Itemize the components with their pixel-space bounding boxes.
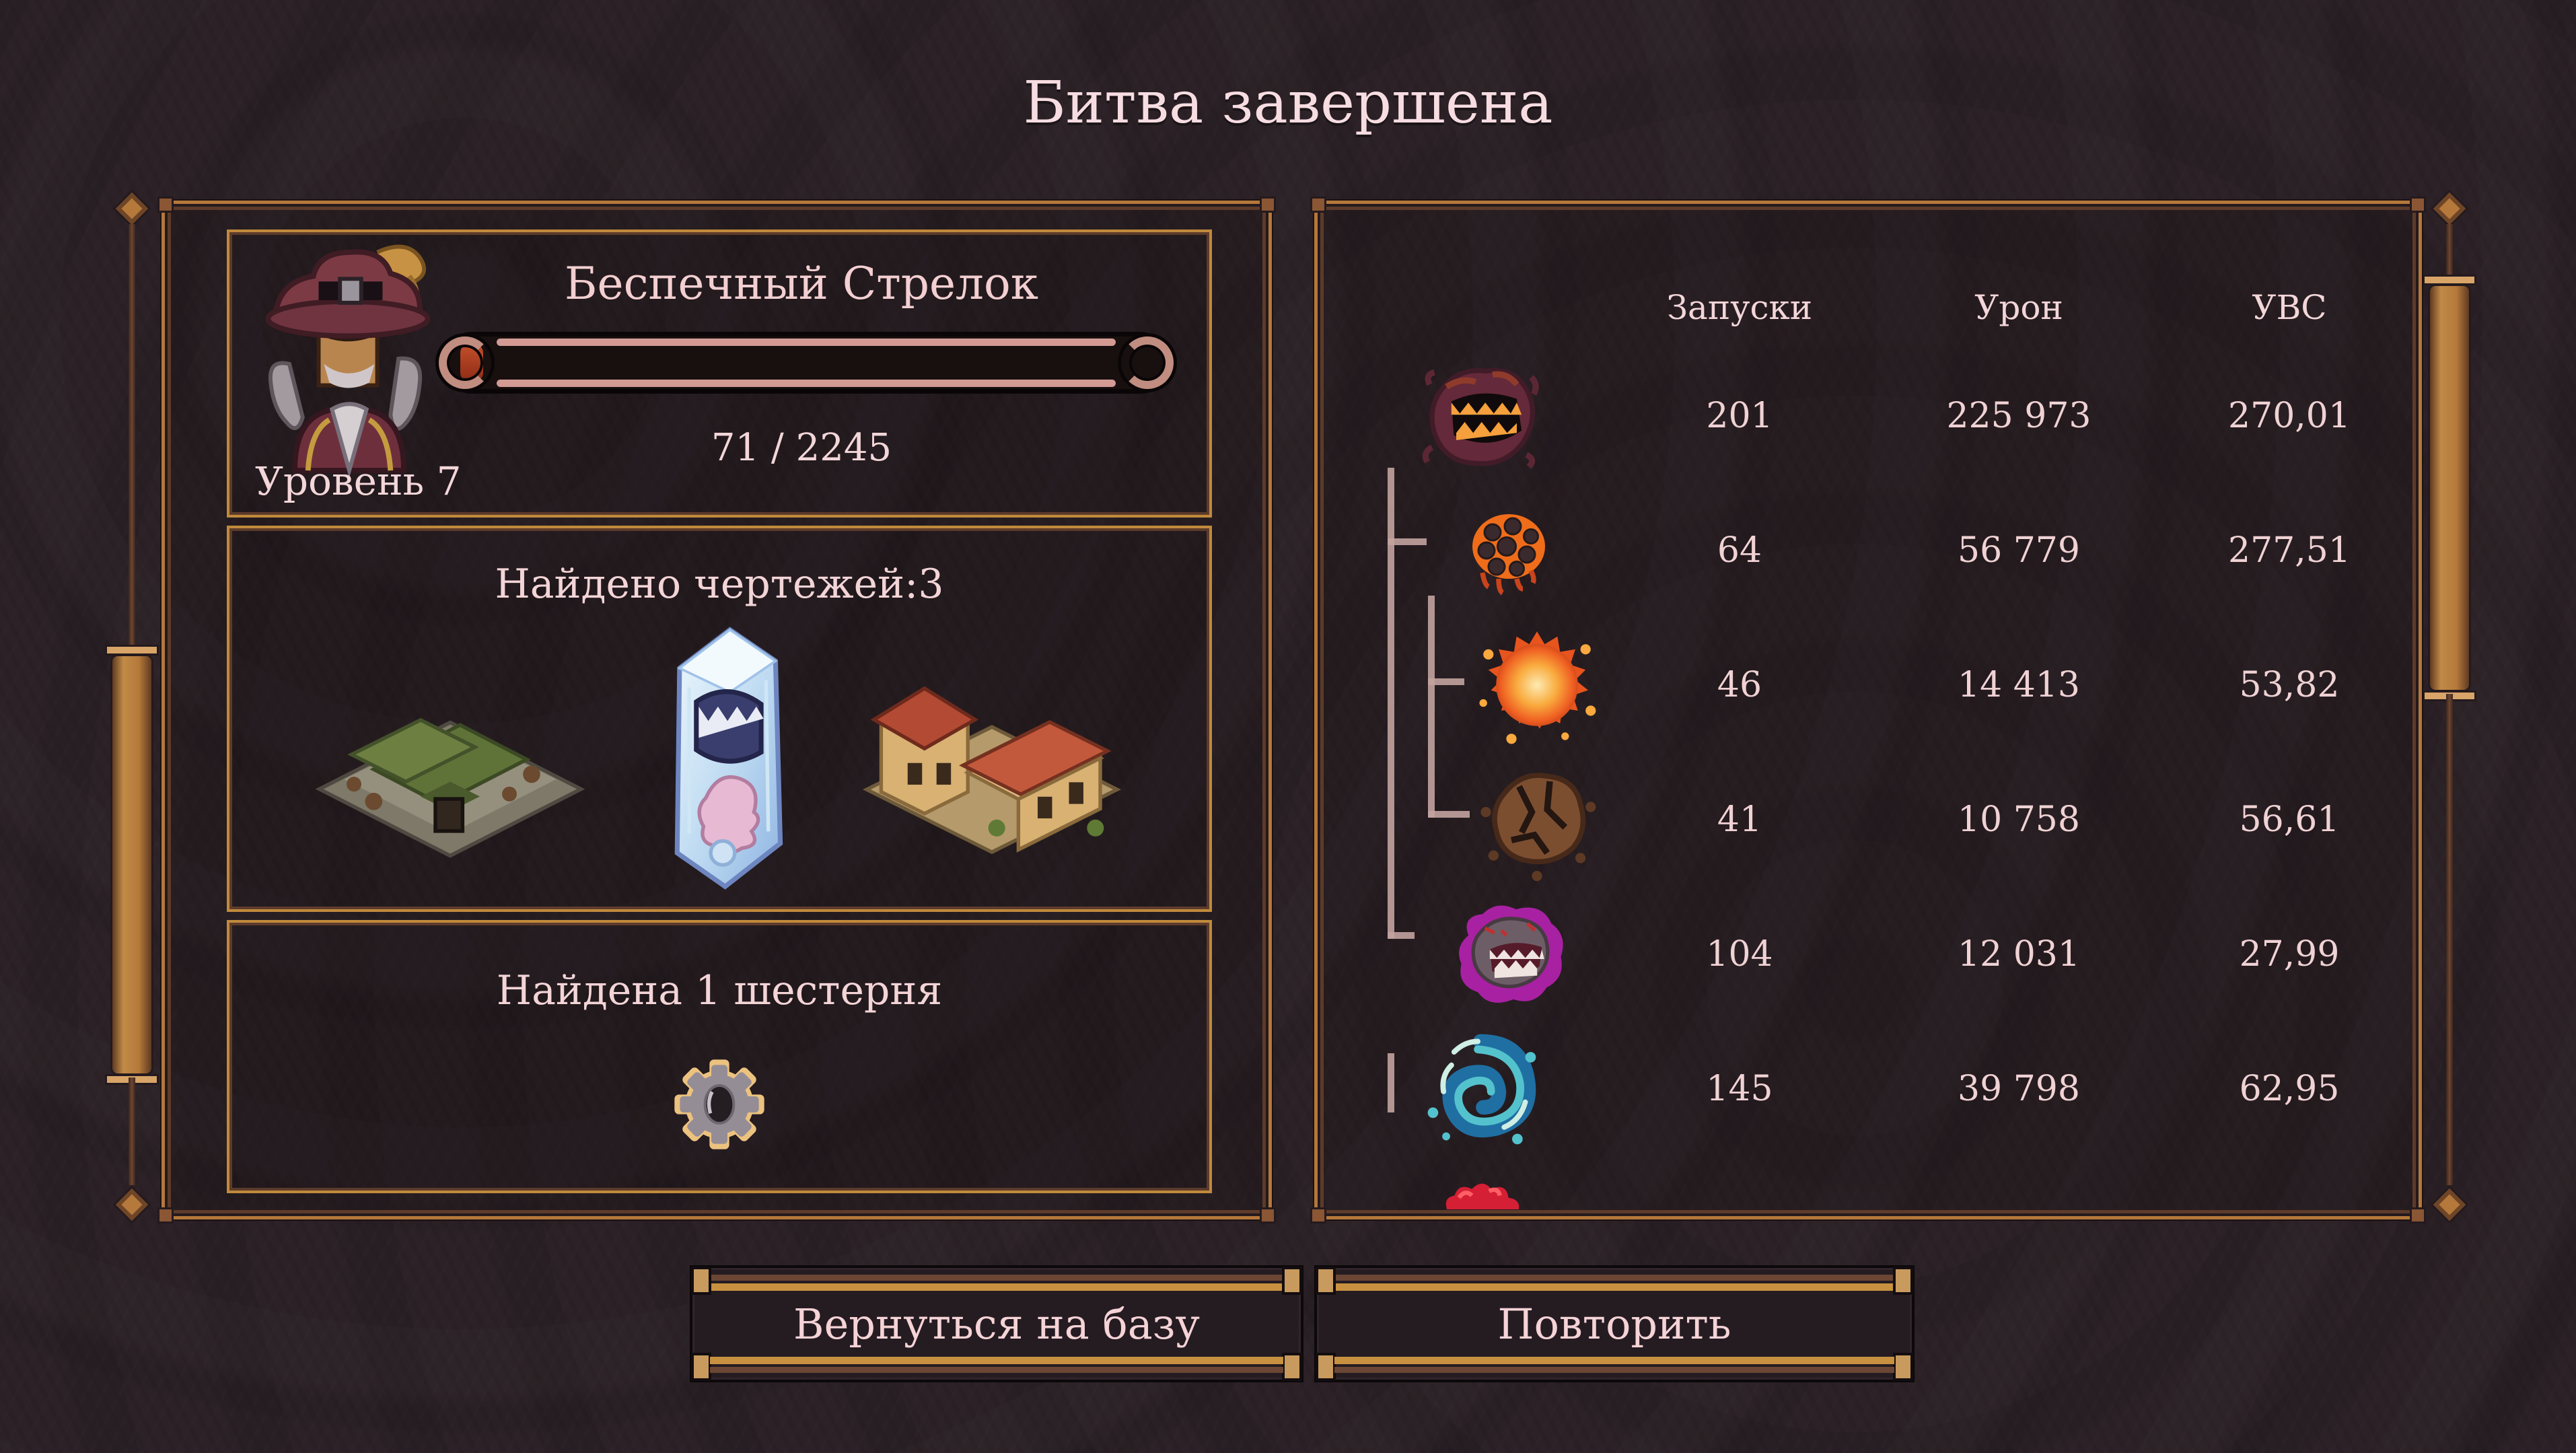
xp-bar-endcap-icon xyxy=(439,336,491,389)
cell-launches: 104 xyxy=(1706,934,1773,974)
gear-icon xyxy=(666,1051,773,1158)
cell-uvs: 62,95 xyxy=(2239,1069,2340,1109)
stats-rows: 201 225 973 270,01 64 56 779 277,51 46 1… xyxy=(1318,204,2419,1209)
cell-launches: 64 xyxy=(1717,530,1762,571)
gear-section: Найдена 1 шестерня xyxy=(227,920,1212,1193)
left-ornament xyxy=(100,192,164,1221)
ornament-rod xyxy=(2425,277,2474,699)
cell-damage: 39 798 xyxy=(1958,1069,2080,1109)
blueprints-section: Найдено чертежей:3 xyxy=(227,526,1212,912)
blueprint-green-roof-cross-building xyxy=(302,651,598,863)
table-row xyxy=(1318,1156,2419,1209)
cell-launches: 145 xyxy=(1706,1069,1773,1109)
button-corner-ornament xyxy=(694,1269,709,1292)
xp-bar-stripe xyxy=(497,339,1116,346)
right-ornament xyxy=(2417,192,2482,1221)
column-header-damage: Урон xyxy=(1974,288,2063,327)
hierarchy-line xyxy=(1388,468,1394,939)
player-summary-panel: Беспечный Стрелок 71 / 2245 Уровень 7 На… xyxy=(159,199,1274,1221)
table-row: 46 14 413 53,82 xyxy=(1318,618,2419,752)
ornament-finial-icon xyxy=(115,1188,149,1221)
table-row: 145 39 798 62,95 xyxy=(1318,1022,2419,1156)
xp-bar-stripe xyxy=(497,380,1116,387)
page-title: Битва завершена xyxy=(1023,69,1553,137)
battle-stats-panel: Запуски Урон УВС 201 225 973 270,01 6 xyxy=(1312,199,2424,1221)
player-portrait xyxy=(248,236,450,478)
level-label: Уровень 7 xyxy=(255,458,462,504)
button-corner-ornament xyxy=(1285,1269,1299,1292)
hierarchy-line xyxy=(1428,811,1470,818)
hierarchy-line xyxy=(1428,678,1464,685)
cell-damage: 56 779 xyxy=(1958,530,2080,571)
xp-value: 71 / 2245 xyxy=(711,426,892,470)
ornament-finial-icon xyxy=(115,192,149,225)
cell-damage: 14 413 xyxy=(1958,665,2080,705)
player-name: Беспечный Стрелок xyxy=(565,258,1038,310)
return-to-base-label: Вернуться на базу xyxy=(793,1299,1200,1349)
corner-ornament xyxy=(159,199,172,211)
column-header-launches: Запуски xyxy=(1666,288,1813,327)
ornament-finial-icon xyxy=(2433,192,2466,225)
cell-uvs: 270,01 xyxy=(2228,396,2351,436)
ornament-rod xyxy=(107,647,157,1083)
column-header-uvs: УВС xyxy=(2252,288,2327,327)
enemy-icon-lava-golem xyxy=(1458,500,1559,601)
corner-ornament xyxy=(2412,1209,2424,1221)
hierarchy-line xyxy=(1388,932,1415,939)
button-corner-ornament xyxy=(1896,1355,1910,1378)
cell-launches: 41 xyxy=(1717,800,1762,840)
button-corner-ornament xyxy=(1318,1269,1333,1292)
cell-uvs: 27,99 xyxy=(2239,934,2340,974)
enemy-icon-water-vortex xyxy=(1415,1023,1546,1155)
blueprints-title: Найдено чертежей:3 xyxy=(495,561,944,608)
button-corner-ornament xyxy=(1318,1355,1333,1378)
corner-ornament xyxy=(1262,1209,1274,1221)
cell-uvs: 53,82 xyxy=(2239,665,2340,705)
enemy-icon-void-maw xyxy=(1450,895,1568,1014)
return-to-base-button[interactable]: Вернуться на базу xyxy=(690,1265,1303,1382)
retry-button[interactable]: Повторить xyxy=(1314,1265,1915,1382)
blueprints-row xyxy=(229,627,1209,890)
cell-launches: 46 xyxy=(1717,665,1762,705)
cell-damage: 225 973 xyxy=(1946,396,2091,436)
enemy-icon-rock-clump xyxy=(1473,756,1601,884)
button-corner-ornament xyxy=(694,1355,709,1378)
table-row: 104 12 031 27,99 xyxy=(1318,887,2419,1022)
gear-title: Найдена 1 шестерня xyxy=(496,967,943,1014)
button-corner-ornament xyxy=(1896,1269,1910,1292)
retry-label: Повторить xyxy=(1497,1299,1731,1349)
xp-bar-endcap-icon xyxy=(1121,336,1174,389)
enemy-icon-fireball xyxy=(1473,621,1601,749)
table-row: 41 10 758 56,61 xyxy=(1318,752,2419,887)
corner-ornament xyxy=(1312,1209,1324,1221)
hierarchy-line xyxy=(1428,596,1435,818)
table-row: 201 225 973 270,01 xyxy=(1318,349,2419,483)
blueprint-red-roof-compound xyxy=(847,647,1137,867)
cell-damage: 10 758 xyxy=(1958,800,2080,840)
button-corner-ornament xyxy=(1285,1355,1299,1378)
hierarchy-line xyxy=(1388,1053,1394,1112)
ornament-finial-icon xyxy=(2433,1188,2466,1221)
corner-ornament xyxy=(2412,199,2424,211)
hierarchy-line xyxy=(1388,538,1427,545)
cell-uvs: 277,51 xyxy=(2228,530,2351,571)
cell-launches: 201 xyxy=(1706,396,1773,436)
blueprint-ice-crystal-tower xyxy=(639,618,807,896)
corner-ornament xyxy=(159,1209,172,1221)
corner-ornament xyxy=(1312,199,1324,211)
xp-bar xyxy=(439,332,1174,394)
corner-ornament xyxy=(1262,199,1274,211)
enemy-icon-demon-maw xyxy=(1420,355,1541,476)
player-header-section: Беспечный Стрелок 71 / 2245 Уровень 7 xyxy=(227,229,1212,518)
table-row: 64 56 779 277,51 xyxy=(1318,483,2419,618)
cell-damage: 12 031 xyxy=(1958,934,2080,974)
cell-uvs: 56,61 xyxy=(2239,800,2340,840)
enemy-icon-blood-splat xyxy=(1427,1170,1534,1209)
